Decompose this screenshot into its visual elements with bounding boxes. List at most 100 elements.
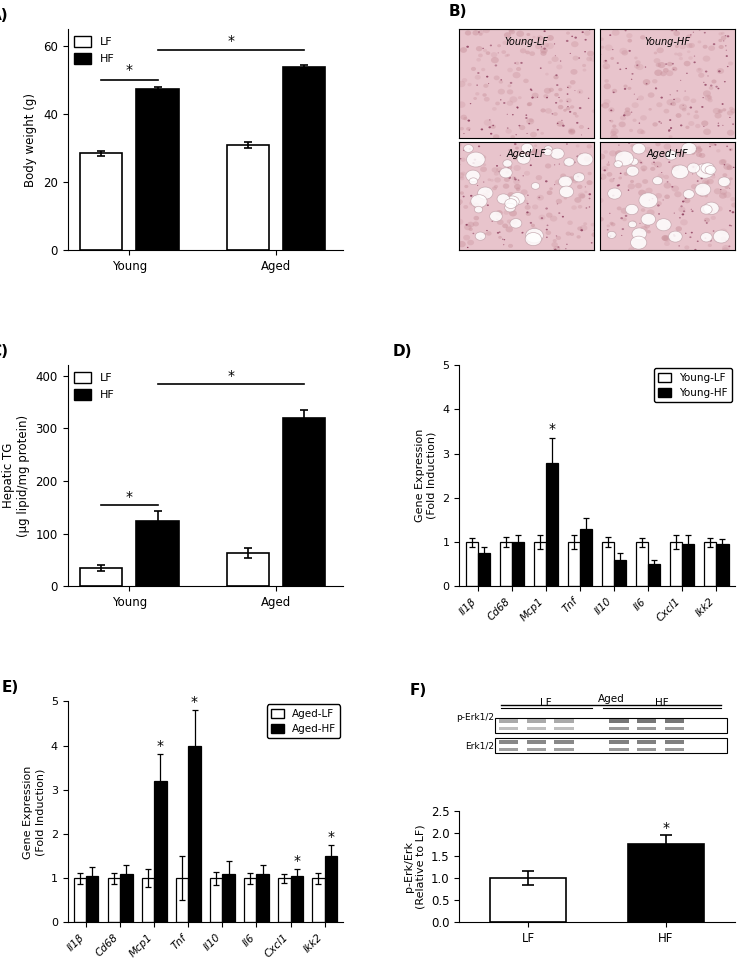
Circle shape [604, 84, 611, 89]
Circle shape [476, 58, 481, 61]
Circle shape [541, 47, 542, 48]
Circle shape [626, 33, 632, 38]
Circle shape [579, 107, 581, 109]
Circle shape [547, 190, 553, 195]
Bar [495, 739, 727, 753]
Circle shape [475, 75, 481, 80]
Circle shape [560, 186, 574, 197]
Circle shape [682, 108, 686, 112]
Circle shape [628, 248, 634, 252]
Bar [704, 542, 716, 586]
Circle shape [553, 246, 560, 251]
Circle shape [566, 31, 570, 35]
Circle shape [715, 113, 722, 118]
Circle shape [679, 57, 683, 60]
Circle shape [551, 56, 559, 62]
Circle shape [712, 43, 716, 46]
Circle shape [698, 148, 703, 151]
Circle shape [509, 96, 518, 103]
Circle shape [544, 87, 551, 94]
Circle shape [720, 228, 728, 235]
Circle shape [619, 121, 626, 127]
Y-axis label: Gene Expression
(Fold Induction): Gene Expression (Fold Induction) [23, 765, 45, 858]
Circle shape [509, 177, 511, 179]
Circle shape [691, 184, 698, 189]
Circle shape [630, 180, 634, 184]
Bar [628, 845, 704, 922]
Circle shape [523, 176, 524, 177]
Circle shape [482, 155, 486, 159]
Circle shape [492, 125, 494, 126]
Circle shape [541, 109, 546, 113]
Circle shape [704, 220, 706, 221]
Circle shape [714, 188, 722, 194]
Circle shape [530, 89, 532, 91]
Circle shape [623, 115, 626, 117]
Circle shape [495, 102, 500, 106]
Circle shape [578, 57, 580, 58]
Bar [176, 878, 188, 922]
Circle shape [567, 85, 572, 88]
Circle shape [685, 90, 686, 91]
Circle shape [704, 218, 710, 222]
Text: C): C) [0, 345, 8, 359]
Circle shape [589, 207, 590, 208]
Circle shape [700, 178, 703, 180]
Circle shape [577, 153, 593, 166]
Circle shape [700, 169, 701, 171]
Circle shape [472, 233, 474, 234]
Circle shape [672, 63, 674, 65]
Circle shape [495, 64, 497, 66]
Circle shape [632, 220, 636, 224]
Circle shape [516, 187, 520, 191]
Text: Young-HF: Young-HF [644, 37, 690, 47]
Circle shape [604, 66, 608, 69]
Circle shape [587, 172, 592, 175]
Circle shape [700, 206, 708, 212]
Circle shape [609, 151, 616, 156]
Circle shape [486, 231, 491, 236]
Circle shape [558, 97, 560, 98]
Circle shape [571, 41, 578, 48]
Circle shape [545, 163, 551, 169]
Circle shape [491, 167, 498, 173]
Text: *: * [549, 421, 556, 436]
Circle shape [475, 206, 483, 213]
Circle shape [652, 177, 662, 184]
Circle shape [592, 110, 596, 113]
Circle shape [716, 85, 718, 87]
Circle shape [607, 163, 610, 166]
Circle shape [532, 205, 538, 210]
Circle shape [549, 87, 554, 92]
Circle shape [727, 35, 729, 37]
Circle shape [496, 232, 500, 234]
Circle shape [593, 230, 595, 231]
Circle shape [638, 95, 644, 100]
Circle shape [545, 73, 549, 76]
Circle shape [701, 120, 709, 126]
Circle shape [520, 49, 526, 53]
Circle shape [478, 33, 482, 36]
Circle shape [506, 226, 513, 232]
Circle shape [668, 161, 670, 163]
Circle shape [607, 229, 609, 230]
Circle shape [668, 131, 670, 132]
Circle shape [676, 114, 682, 117]
Circle shape [516, 107, 518, 108]
Circle shape [638, 189, 646, 196]
Circle shape [588, 98, 590, 99]
Circle shape [653, 161, 655, 163]
Circle shape [630, 144, 634, 148]
Circle shape [682, 214, 684, 216]
Circle shape [695, 184, 711, 196]
Y-axis label: Gene Expression
(Fold Induction): Gene Expression (Fold Induction) [416, 429, 436, 522]
Circle shape [671, 185, 674, 187]
Circle shape [476, 232, 485, 240]
Circle shape [664, 109, 669, 114]
Circle shape [625, 215, 627, 217]
Circle shape [568, 128, 575, 134]
Circle shape [612, 88, 617, 93]
Circle shape [490, 133, 492, 135]
Circle shape [567, 93, 568, 95]
Circle shape [704, 181, 709, 184]
